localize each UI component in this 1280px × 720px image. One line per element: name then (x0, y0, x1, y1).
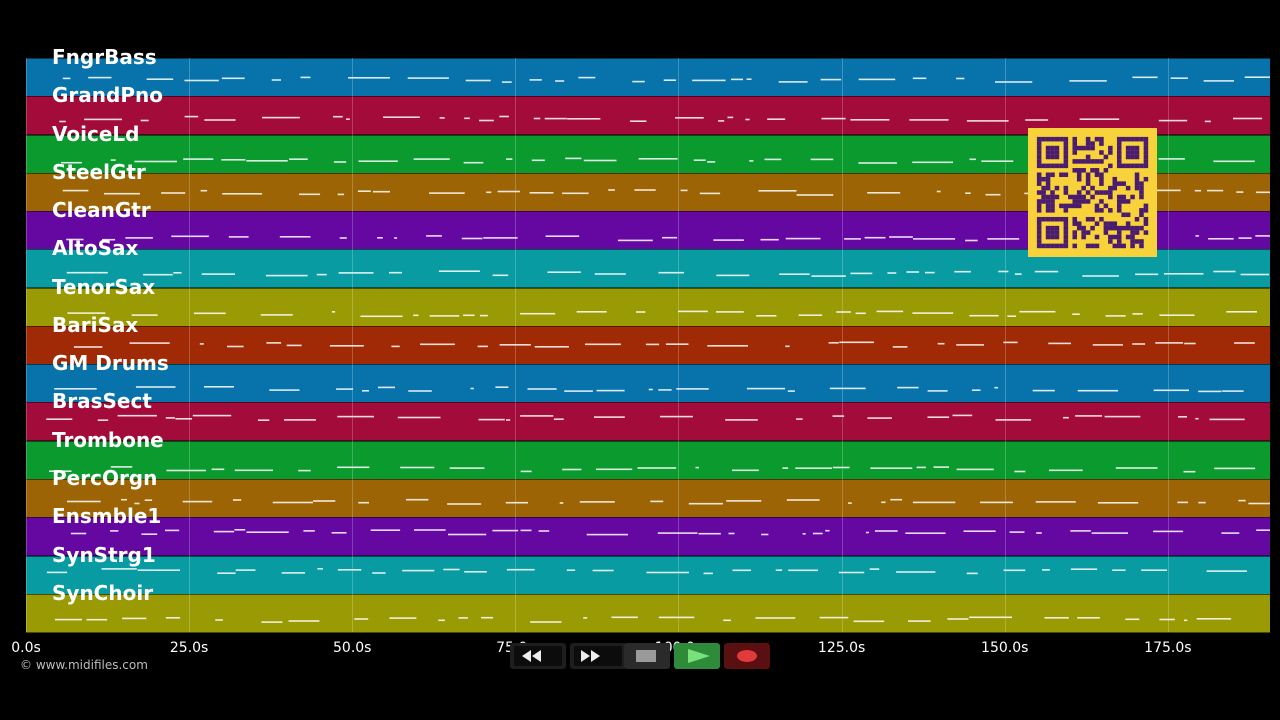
track-label: Ensmble1 (52, 504, 162, 529)
track-label: SynStrg1 (52, 542, 156, 567)
time-tick-label: 175.0s (1144, 640, 1192, 656)
note-strokes (67, 310, 1257, 317)
track-lane[interactable] (26, 517, 1270, 557)
note-strokes (66, 235, 1270, 242)
time-gridline (26, 58, 27, 632)
track-label: PercOrgn (52, 465, 158, 490)
time-tick-label: 150.0s (981, 640, 1029, 656)
note-strokes (62, 76, 1270, 83)
play-icon (688, 649, 710, 663)
note-strokes (61, 157, 1255, 164)
note-strokes (62, 188, 1270, 196)
note-strokes (66, 270, 1270, 278)
track-lane[interactable] (26, 593, 1270, 633)
track-label: VoiceLd (52, 121, 140, 146)
track-lane[interactable] (26, 364, 1270, 404)
track-label: SynChoir (52, 580, 154, 605)
track-lane[interactable] (26, 325, 1270, 365)
note-strokes (73, 341, 1255, 348)
time-gridline (1167, 58, 1169, 632)
track-label: BariSax (52, 312, 139, 337)
note-strokes (67, 498, 1270, 505)
track-label: GrandPno (52, 83, 163, 108)
time-gridline (189, 58, 191, 632)
time-tick-label: 0.0s (11, 640, 41, 656)
qr-code (1028, 128, 1157, 257)
record-icon (737, 650, 757, 662)
track-label: AltoSax (52, 236, 139, 261)
time-tick-label: 25.0s (169, 640, 209, 656)
time-gridline (841, 58, 843, 632)
track-label: BrasSect (52, 389, 152, 414)
note-strokes (59, 115, 1263, 123)
copyright-text: © www.midifiles.com (20, 658, 148, 672)
track-label: Trombone (52, 427, 164, 452)
note-strokes (55, 616, 1232, 623)
note-strokes (49, 465, 1256, 473)
track-label: SteelGtr (52, 159, 146, 184)
track-label: CleanGtr (52, 198, 151, 223)
track-lane[interactable] (26, 555, 1270, 595)
time-gridline (515, 58, 517, 632)
track-label: FngrBass (52, 45, 157, 69)
rewind-icon (514, 646, 562, 666)
rewind-button[interactable] (510, 643, 566, 669)
fast-forward-button[interactable] (570, 643, 626, 669)
note-strokes (46, 415, 1245, 422)
track-lane[interactable] (26, 287, 1270, 327)
record-button[interactable] (724, 643, 770, 669)
track-lane[interactable] (26, 478, 1270, 518)
time-gridline (1004, 58, 1006, 632)
track-lane[interactable] (26, 440, 1270, 480)
transport-controls (510, 643, 772, 670)
track-lane[interactable] (26, 402, 1270, 442)
stop-button[interactable] (624, 643, 670, 669)
track-label: GM Drums (52, 351, 169, 376)
play-button[interactable] (674, 643, 720, 669)
fast-forward-icon (574, 646, 622, 666)
note-strokes (70, 529, 1270, 536)
time-tick-label: 125.0s (817, 640, 866, 656)
time-tick-label: 50.0s (333, 640, 372, 656)
time-gridline (352, 58, 354, 632)
track-label: TenorSax (52, 274, 156, 299)
stop-icon (636, 650, 656, 662)
track-lane[interactable] (26, 58, 1270, 97)
time-gridline (678, 58, 680, 632)
note-strokes (54, 386, 1244, 393)
note-strokes (46, 567, 1247, 574)
